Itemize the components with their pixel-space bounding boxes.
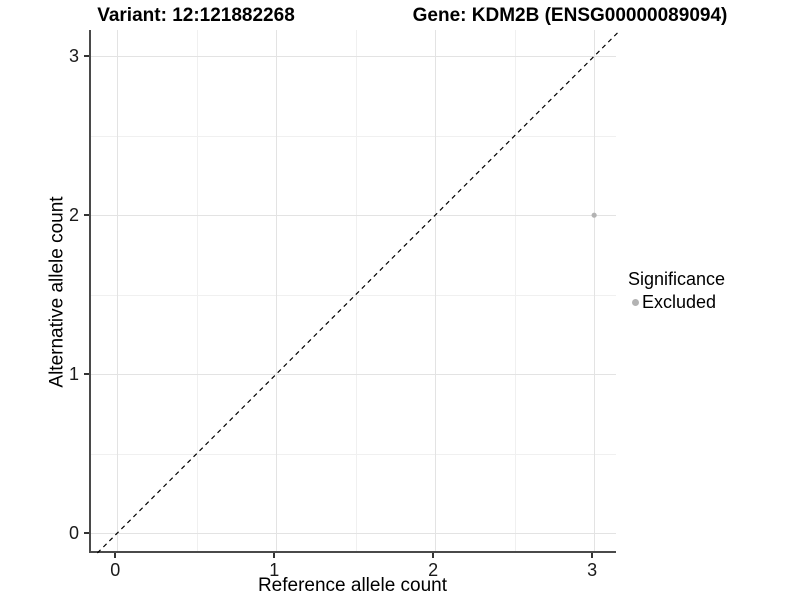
y-axis-title-wrap: Alternative allele count [44, 172, 72, 412]
gridline-major-y [91, 533, 616, 535]
data-point [591, 212, 597, 218]
plot-panel [89, 30, 619, 554]
gridline-major-x [594, 30, 596, 551]
legend-items: Excluded [628, 292, 725, 312]
y-tick-label: 1 [68, 364, 79, 385]
y-axis-title: Alternative allele count [47, 196, 69, 388]
x-tick-mark [591, 553, 593, 558]
legend-point-icon [631, 298, 639, 306]
y-tick-label: 0 [68, 523, 79, 544]
y-tick-mark [84, 214, 89, 216]
y-tick-mark [84, 55, 89, 57]
x-tick-label: 1 [269, 560, 280, 580]
gridline-minor-y [91, 135, 616, 137]
plot-title-variant: Variant: 12:121882268 [97, 5, 295, 26]
gridline-minor-y [91, 453, 616, 455]
x-tick-label: 2 [428, 560, 439, 580]
plot-title-gene: Gene: KDM2B (ENSG00000089094) [412, 5, 728, 26]
x-axis-title: Reference allele count [257, 575, 448, 596]
y-tick-label: 2 [68, 205, 79, 226]
y-tick-mark [84, 532, 89, 534]
x-tick-mark [432, 553, 434, 558]
x-tick-label: 0 [110, 560, 121, 580]
gridline-minor-x [196, 30, 198, 551]
gridline-major-x [435, 30, 437, 551]
legend-title: Significance [628, 269, 726, 289]
gridline-major-y [91, 215, 616, 217]
x-tick-mark [114, 553, 116, 558]
gridline-minor-x [514, 30, 516, 551]
y-tick-label: 3 [68, 46, 79, 67]
gridline-minor-x [355, 30, 357, 551]
y-tick-mark [84, 373, 89, 375]
plot-canvas [96, 31, 619, 554]
x-tick-mark [273, 553, 275, 558]
gridline-major-y [91, 56, 616, 58]
gridline-minor-y [91, 294, 616, 296]
identity-reference-line [96, 31, 619, 554]
legend: Significance Excluded [628, 268, 725, 312]
gridline-major-x [117, 30, 119, 551]
legend-item-label: Excluded [642, 292, 717, 312]
gridline-major-x [276, 30, 278, 551]
x-tick-label: 3 [587, 560, 598, 580]
legend-key [628, 293, 642, 311]
gridline-major-y [91, 374, 616, 376]
legend-item: Excluded [628, 292, 725, 312]
